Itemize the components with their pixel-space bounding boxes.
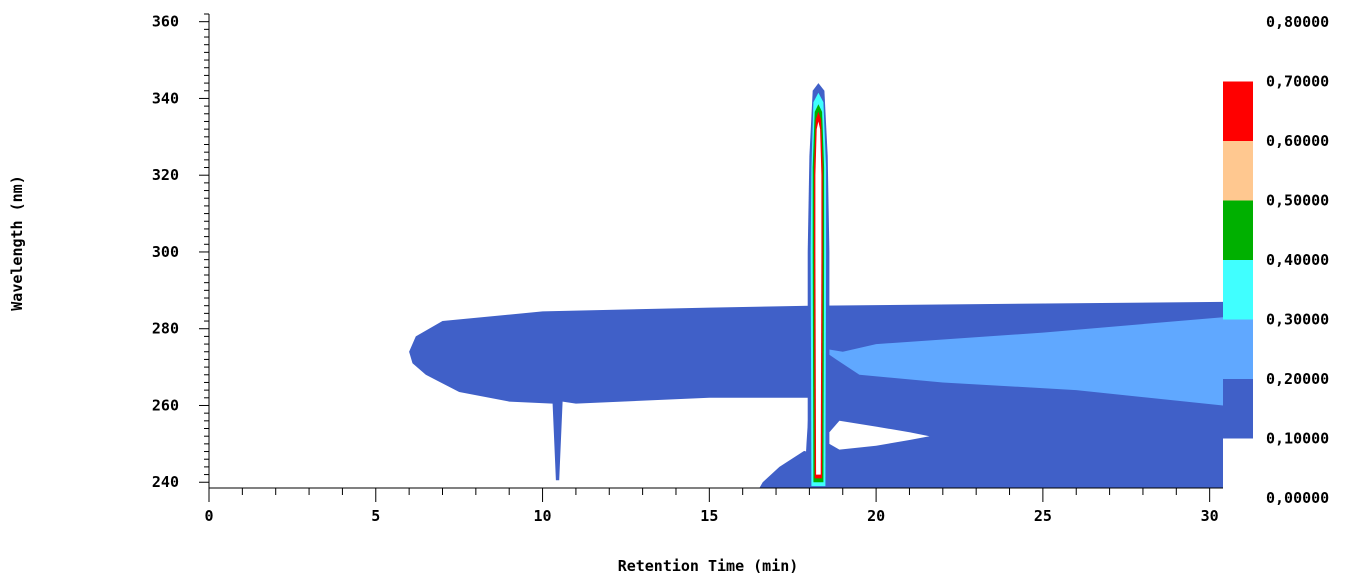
colorbar-swatch bbox=[1223, 319, 1253, 379]
y-tick-label: 340 bbox=[152, 89, 179, 107]
y-tick-label: 240 bbox=[152, 473, 179, 491]
y-tick-label: 260 bbox=[152, 396, 179, 414]
colorbar-tick-label: 0,50000 bbox=[1266, 192, 1329, 210]
heatmap-region-1 bbox=[819, 317, 1223, 406]
x-tick-label: 5 bbox=[371, 507, 380, 525]
y-axis-label: Wavelength (nm) bbox=[8, 175, 26, 310]
x-tick-label: 30 bbox=[1201, 507, 1219, 525]
y-tick-label: 320 bbox=[152, 166, 179, 184]
colorbar: 0,00000 0,10000 0,20000 0,30000 0,40000 0,500… bbox=[1223, 13, 1329, 507]
x-tick-label: 25 bbox=[1034, 507, 1052, 525]
colorbar-tick-label: 0,60000 bbox=[1266, 132, 1329, 150]
heatmap-hole-2 bbox=[782, 428, 807, 452]
heatmap-hole-1 bbox=[829, 420, 930, 450]
colorbar-tick-label: 0,30000 bbox=[1266, 311, 1329, 329]
x-tick-label: 0 bbox=[204, 507, 213, 525]
x-tick-label: 10 bbox=[534, 507, 552, 525]
heatmap-holes bbox=[782, 121, 930, 475]
x-axis: 0 5 10 15 20 25 30 bbox=[204, 487, 1223, 525]
colorbar-tick-label: 0,10000 bbox=[1266, 430, 1329, 448]
colorbar-tick-label: 0,70000 bbox=[1266, 73, 1329, 91]
x-axis-label: Retention Time (min) bbox=[618, 557, 799, 575]
colorbar-swatch bbox=[1223, 200, 1253, 260]
colorbar-tick-label: 0,80000 bbox=[1266, 13, 1329, 31]
y-axis: 240 260 280 300 320 340 360 bbox=[152, 13, 210, 491]
colorbar-swatch bbox=[1223, 379, 1253, 439]
colorbar-swatch bbox=[1223, 81, 1253, 141]
y-tick-label: 360 bbox=[152, 13, 179, 31]
colorbar-tick-label: 0,40000 bbox=[1266, 251, 1329, 269]
y-tick-label: 300 bbox=[152, 243, 179, 261]
colorbar-swatch bbox=[1223, 260, 1253, 320]
colorbar-tick-label: 0,20000 bbox=[1266, 370, 1329, 388]
y-tick-label: 280 bbox=[152, 320, 179, 338]
heatmap-hole-0 bbox=[815, 121, 822, 475]
colorbar-swatch bbox=[1223, 141, 1253, 201]
x-tick-label: 20 bbox=[867, 507, 885, 525]
colorbar-tick-label: 0,00000 bbox=[1266, 489, 1329, 507]
x-tick-label: 15 bbox=[700, 507, 718, 525]
